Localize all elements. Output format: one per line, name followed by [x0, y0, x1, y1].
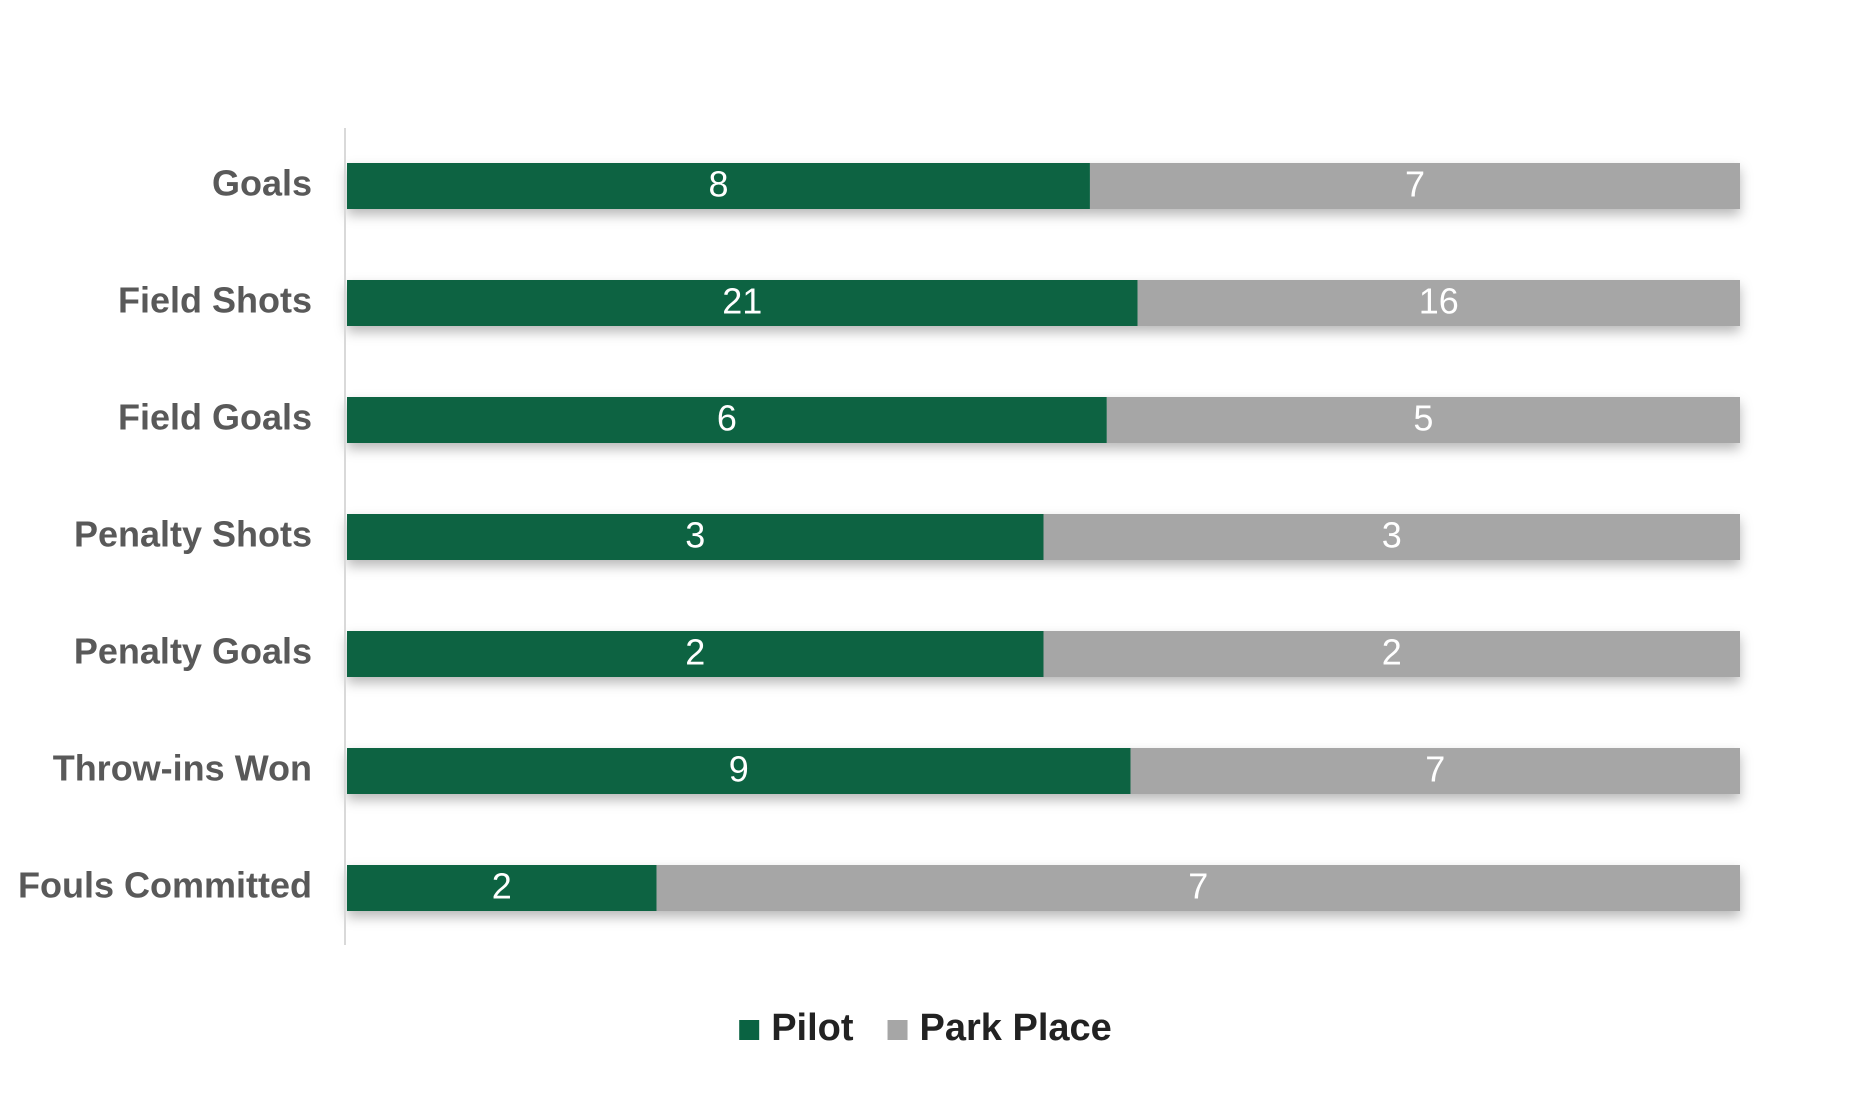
category-label-penalty-goals: Penalty Goals [74, 631, 312, 672]
data-label-park-place-field-shots: 16 [1419, 281, 1459, 322]
bar-row-fouls-committed [347, 865, 1740, 911]
labels-layer: 8 7 Goals 21 16 Field Shots 6 5 Field Goals 3 3 Pen… [18, 163, 1459, 907]
bar-park-place-penalty-goals [1043, 631, 1740, 677]
data-label-pilot-penalty-goals: 2 [685, 632, 705, 673]
category-label-throw-ins-won: Throw-ins Won [53, 748, 312, 789]
legend-item-pilot: Pilot [739, 1007, 854, 1049]
legend-swatch-park-place [887, 1020, 908, 1040]
data-label-park-place-penalty-shots: 3 [1382, 515, 1402, 556]
data-label-park-place-field-goals: 5 [1413, 398, 1433, 439]
bar-pilot-penalty-goals [347, 631, 1044, 677]
bar-row-throw-ins-won [347, 748, 1740, 794]
legend: Pilot Park Place [739, 1007, 1112, 1049]
bar-park-place-throw-ins-won [1130, 748, 1740, 794]
bar-row-penalty-shots [347, 514, 1740, 560]
category-label-fouls-committed: Fouls Committed [18, 865, 312, 906]
bar-row-field-shots [347, 280, 1740, 326]
data-label-park-place-penalty-goals: 2 [1382, 632, 1402, 673]
legend-swatch-pilot [739, 1020, 760, 1040]
data-label-pilot-field-shots: 21 [722, 281, 762, 322]
bar-park-place-field-goals [1106, 397, 1740, 443]
bar-row-penalty-goals [347, 631, 1740, 677]
bar-park-place-field-shots [1137, 280, 1740, 326]
bars-layer [347, 163, 1740, 911]
bar-row-field-goals [347, 397, 1740, 443]
data-label-park-place-fouls-committed: 7 [1188, 866, 1208, 907]
data-label-pilot-goals: 8 [708, 164, 728, 205]
bar-pilot-throw-ins-won [347, 748, 1131, 794]
data-label-park-place-throw-ins-won: 7 [1425, 749, 1445, 790]
bar-park-place-fouls-committed [656, 865, 1740, 911]
bar-park-place-goals [1089, 163, 1740, 209]
data-label-pilot-throw-ins-won: 9 [729, 749, 749, 790]
data-label-pilot-field-goals: 6 [717, 398, 737, 439]
legend-label-park-place: Park Place [920, 1007, 1112, 1049]
legend-label-pilot: Pilot [771, 1007, 854, 1049]
bar-pilot-fouls-committed [347, 865, 657, 911]
bar-pilot-goals [347, 163, 1090, 209]
category-label-field-shots: Field Shots [118, 280, 312, 321]
data-label-park-place-goals: 7 [1405, 164, 1425, 205]
bar-pilot-penalty-shots [347, 514, 1044, 560]
legend-item-park-place: Park Place [887, 1007, 1112, 1049]
data-label-pilot-penalty-shots: 3 [685, 515, 705, 556]
category-label-penalty-shots: Penalty Shots [74, 514, 312, 555]
bar-pilot-field-goals [347, 397, 1107, 443]
bar-pilot-field-shots [347, 280, 1138, 326]
category-label-goals: Goals [212, 163, 312, 204]
bar-row-goals [347, 163, 1740, 209]
bar-park-place-penalty-shots [1043, 514, 1740, 560]
data-label-pilot-fouls-committed: 2 [492, 866, 512, 907]
category-label-field-goals: Field Goals [118, 397, 312, 438]
